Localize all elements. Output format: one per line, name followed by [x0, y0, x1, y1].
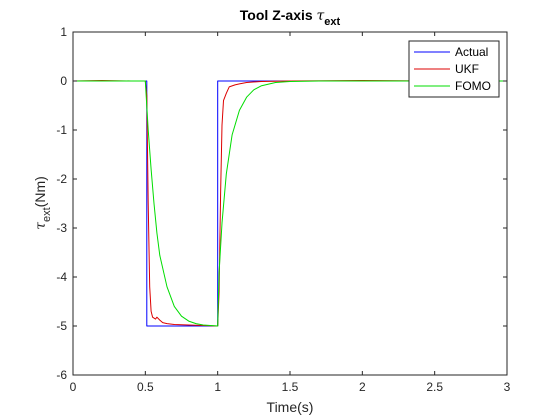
- x-tick-label: 0.5: [137, 380, 154, 394]
- y-tick-label: -6: [56, 368, 67, 382]
- x-tick-label: 1.5: [282, 380, 299, 394]
- x-tick-label: 1: [214, 380, 221, 394]
- y-tick-label: -4: [56, 270, 67, 284]
- chart-title-text: Tool Z-axis: [240, 7, 313, 23]
- y-tick-label: -3: [56, 221, 67, 235]
- x-tick-label: 2.5: [426, 380, 443, 394]
- y-tick-label: 1: [60, 25, 67, 39]
- chart-title-subscript: ext: [324, 16, 340, 28]
- y-axis-label-unit: (Nm): [32, 176, 48, 207]
- y-axis-label: τext(Nm): [32, 176, 53, 230]
- tick-layer: 0 0.5 1 1.5 2 2.5 3 1 0 -1 -2 -3 -4 -5 -6: [56, 25, 510, 394]
- x-tick-label: 3: [504, 380, 511, 394]
- x-axis-label: Time(s): [267, 399, 314, 415]
- legend-entry-ukf: UKF: [455, 62, 479, 76]
- y-axis-label-tau-symbol: τ: [33, 222, 49, 230]
- series-layer: [72, 80, 507, 327]
- chart-title: Tool Z-axis τext: [240, 7, 341, 28]
- x-tick-label: 0: [70, 380, 77, 394]
- x-tick-label: 2: [359, 380, 366, 394]
- y-tick-label: -2: [56, 172, 67, 186]
- legend: Actual UKF FOMO: [408, 40, 500, 98]
- y-tick-label: -5: [56, 319, 67, 333]
- series-line-fomo: [73, 80, 507, 327]
- legend-entry-actual: Actual: [455, 45, 488, 59]
- y-axis-label-subscript: ext: [41, 207, 53, 222]
- y-tick-label: -1: [56, 123, 67, 137]
- legend-entry-fomo: FOMO: [455, 79, 491, 93]
- y-tick-label: 0: [60, 74, 67, 88]
- chart-title-tau-symbol: τ: [317, 8, 325, 24]
